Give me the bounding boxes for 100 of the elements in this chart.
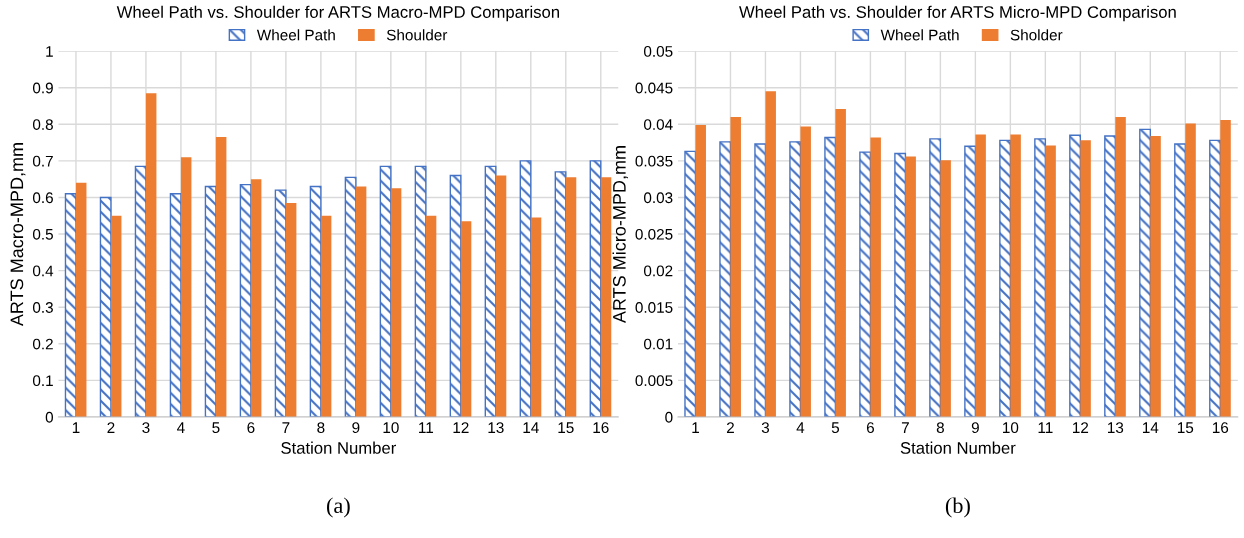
x-tick-label: 11 [419, 422, 434, 433]
x-tick-label: 15 [1177, 422, 1194, 434]
bar [684, 150, 697, 417]
x-tick-label: 3 [761, 422, 770, 434]
y-tick-label: 0.6 [32, 192, 53, 204]
bar [320, 215, 332, 417]
x-tick-label: 12 [453, 422, 469, 433]
y-tick-label: 0.045 [635, 82, 673, 94]
bar [99, 196, 112, 417]
bar [554, 171, 567, 417]
x-tick-label: 10 [383, 422, 399, 434]
y-tick-label: 0.04 [643, 119, 673, 130]
x-axis-title: Station Number [281, 441, 396, 454]
legend-label: Wheel Path [256, 29, 335, 41]
x-tick-label: 7 [901, 422, 909, 433]
bar [285, 202, 297, 417]
bar [145, 93, 157, 417]
x-tick-label: 5 [831, 422, 840, 434]
bar [929, 138, 942, 417]
y-tick-label: 0.03 [643, 192, 673, 204]
legend-label: Shoulder [386, 29, 448, 41]
bar [859, 151, 872, 417]
x-tick-label: 8 [317, 422, 325, 434]
bar [180, 157, 192, 417]
x-tick-label: 13 [488, 422, 504, 434]
x-tick-label: 8 [936, 422, 944, 434]
bar [765, 91, 776, 417]
bar [1174, 143, 1186, 417]
y-tick-label: 0.2 [32, 338, 53, 350]
bar [905, 156, 916, 417]
y-axis-title: ARTS Micro-MPD,mm [612, 146, 628, 324]
x-tick-label: 16 [1212, 422, 1229, 434]
y-tick-label: 0 [45, 411, 54, 423]
x-tick-label: 6 [866, 422, 874, 434]
bar [964, 145, 977, 417]
chart-title: Wheel Path vs. Shoulder for ARTS Macro-MPD Comparison [116, 5, 559, 22]
x-tick-label: 6 [247, 422, 255, 434]
x-tick-label: 2 [726, 422, 734, 433]
bar [719, 141, 732, 417]
x-tick-label: 4 [177, 422, 185, 433]
bar [414, 165, 427, 417]
bar [730, 116, 741, 417]
y-tick-label: 1 [46, 46, 53, 57]
bar [134, 165, 147, 417]
bar [425, 215, 437, 417]
text: (b) [945, 497, 970, 518]
bar [110, 215, 122, 417]
bar [1010, 134, 1021, 417]
bar [495, 175, 507, 417]
bar [1034, 138, 1047, 417]
y-tick-label: 0.01 [643, 338, 673, 350]
bar [64, 193, 77, 417]
bar [309, 185, 322, 417]
x-tick-label: 14 [523, 422, 539, 433]
y-tick-label: 0.7 [32, 155, 53, 167]
legend-label: Sholder [1010, 29, 1063, 41]
x-tick-label: 5 [212, 422, 220, 434]
y-tick-label: 0.015 [635, 302, 673, 313]
bar [565, 177, 577, 417]
bar [824, 136, 837, 417]
x-tick-label: 13 [1107, 422, 1124, 434]
bar [239, 183, 252, 417]
bar [975, 134, 986, 417]
y-tick-label: 0.3 [32, 302, 53, 313]
x-tick-label: 7 [282, 422, 290, 433]
chart-title: Wheel Path vs. Shoulder for ARTS Micro-MPD Comparison [739, 5, 1176, 22]
bar [1080, 140, 1091, 417]
bar [754, 143, 767, 417]
x-tick-label: 9 [352, 422, 360, 434]
bar [800, 126, 811, 417]
x-tick-label: 2 [107, 422, 115, 433]
bar [390, 188, 402, 417]
y-tick-label: 0.9 [32, 82, 53, 94]
bar [1139, 128, 1152, 417]
x-axis-title: Station Number [900, 441, 1016, 454]
y-tick-label: 0.1 [32, 375, 53, 387]
bar [789, 141, 802, 417]
y-tick-label: 0.035 [635, 155, 673, 167]
bar [75, 182, 87, 417]
bar [484, 165, 497, 417]
x-tick-label: 12 [1073, 422, 1089, 433]
bar [695, 125, 706, 417]
bar [1104, 135, 1117, 417]
bar [1209, 139, 1221, 417]
y-tick-label: 0.05 [643, 45, 673, 57]
y-tick-label: 0.8 [32, 119, 53, 130]
bar [1220, 119, 1231, 417]
bar [530, 217, 542, 417]
bar [894, 152, 907, 417]
x-tick-label: 9 [971, 422, 979, 434]
bar [940, 160, 951, 417]
bar [204, 185, 217, 417]
y-tick-label: 0.02 [643, 265, 673, 277]
x-tick-label: 4 [796, 422, 805, 433]
bar [274, 189, 287, 417]
bar [1115, 116, 1126, 417]
bar [1069, 134, 1082, 417]
bar [169, 193, 182, 417]
y-tick-label: 0.4 [32, 265, 54, 277]
y-tick-label: 0.005 [635, 375, 673, 387]
